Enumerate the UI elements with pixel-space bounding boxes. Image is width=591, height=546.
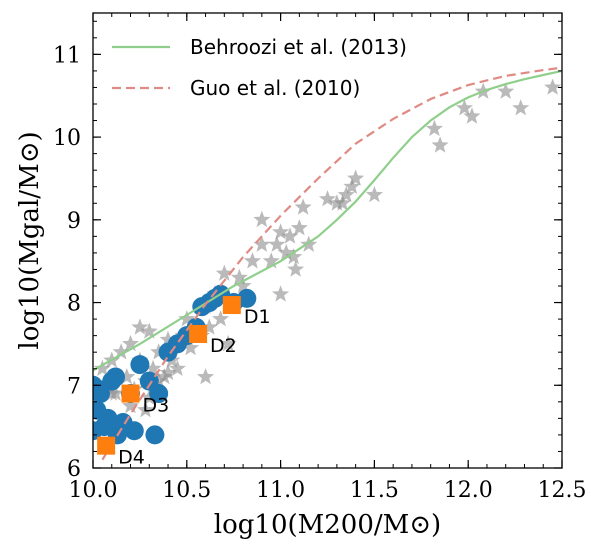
star-point xyxy=(318,190,337,207)
star-point xyxy=(200,318,218,335)
dot-point xyxy=(93,379,109,399)
star-point xyxy=(431,136,449,153)
star-point xyxy=(243,252,261,269)
star-point xyxy=(122,334,140,352)
dot-point xyxy=(130,355,150,375)
x-tick-label: 12.5 xyxy=(538,478,587,503)
star-point xyxy=(219,334,237,352)
y-axis-title: log10(Mgal/M⊙) xyxy=(15,131,45,349)
star-point xyxy=(103,384,121,401)
star-point xyxy=(272,285,290,302)
star-point xyxy=(140,322,158,339)
star-point xyxy=(122,397,140,414)
legend: Behroozi et al. (2013) Guo et al. (2010) xyxy=(112,35,407,100)
x-tick-label: 10.5 xyxy=(162,478,211,503)
square-point xyxy=(97,436,116,455)
star-point xyxy=(425,119,443,137)
star-point xyxy=(497,82,515,99)
star-point xyxy=(512,99,530,116)
square-point xyxy=(222,296,241,315)
plot-area: D1 D2 D3 D4 xyxy=(93,66,562,469)
behroozi-line xyxy=(93,69,562,372)
star-point xyxy=(182,339,200,356)
star-point xyxy=(253,210,271,228)
x-tick-label: 12.0 xyxy=(444,478,493,503)
star-point xyxy=(230,268,248,285)
star-point xyxy=(281,227,299,244)
star-point xyxy=(333,194,352,211)
y-tick-label: 7 xyxy=(67,374,81,399)
point-label-d4: D4 xyxy=(118,447,145,469)
dot-point xyxy=(237,288,257,308)
star-point xyxy=(463,107,481,124)
star-point xyxy=(455,99,473,116)
point-label-d2: D2 xyxy=(210,335,237,357)
y-tick-label: 9 xyxy=(67,209,81,234)
legend-label: Behroozi et al. (2013) xyxy=(190,35,407,59)
point-label-d1: D1 xyxy=(244,306,271,328)
square-point xyxy=(189,324,208,343)
star-point xyxy=(131,318,149,335)
x-tick-label: 11.0 xyxy=(256,478,305,503)
star-point xyxy=(112,343,130,360)
star-point xyxy=(347,169,365,186)
star-point xyxy=(287,260,305,277)
star-point xyxy=(234,277,252,294)
x-axis-title: log10(M200/M⊙) xyxy=(214,510,441,540)
star-point xyxy=(212,310,230,327)
star-point xyxy=(365,186,383,203)
star-point xyxy=(159,363,177,381)
star-point xyxy=(144,359,162,376)
star-point xyxy=(178,310,196,327)
star-point xyxy=(168,359,186,376)
star-point xyxy=(215,264,233,281)
star-point xyxy=(290,219,308,236)
square-point xyxy=(121,384,140,403)
y-tick-label: 8 xyxy=(67,292,81,317)
star-point xyxy=(140,388,158,405)
y-tick-label: 10 xyxy=(53,126,81,151)
star-point xyxy=(337,186,355,203)
guo-line xyxy=(101,66,562,461)
x-tick-label: 11.5 xyxy=(350,478,399,503)
plot-frame xyxy=(92,12,563,469)
star-point xyxy=(294,198,312,215)
star-point xyxy=(285,248,303,265)
axes: 10.0 10.5 11.0 11.5 12.0 12.5 6 7 8 9 10 11 log10(M2… xyxy=(15,12,587,540)
star-point xyxy=(159,330,177,348)
star-point xyxy=(272,223,290,240)
dot-point xyxy=(98,408,118,428)
star-point xyxy=(277,243,295,261)
dot-point xyxy=(149,384,169,404)
star-point xyxy=(268,235,286,252)
legend-label: Guo et al. (2010) xyxy=(190,76,360,100)
star-point xyxy=(262,252,280,269)
y-tick-label: 11 xyxy=(53,43,81,68)
point-label-d3: D3 xyxy=(143,395,170,417)
star-point xyxy=(343,177,361,194)
y-tick-label: 6 xyxy=(67,457,81,482)
dot-point xyxy=(145,425,165,445)
star-point xyxy=(544,78,562,95)
star-point xyxy=(118,368,136,385)
dot-point xyxy=(106,367,126,387)
star-point xyxy=(93,359,111,376)
star-point xyxy=(137,401,155,418)
dot-point xyxy=(93,421,103,441)
dot-point xyxy=(124,421,144,441)
star-point xyxy=(197,368,215,385)
star-point xyxy=(253,235,271,252)
x-tick-label: 10.0 xyxy=(69,478,118,503)
